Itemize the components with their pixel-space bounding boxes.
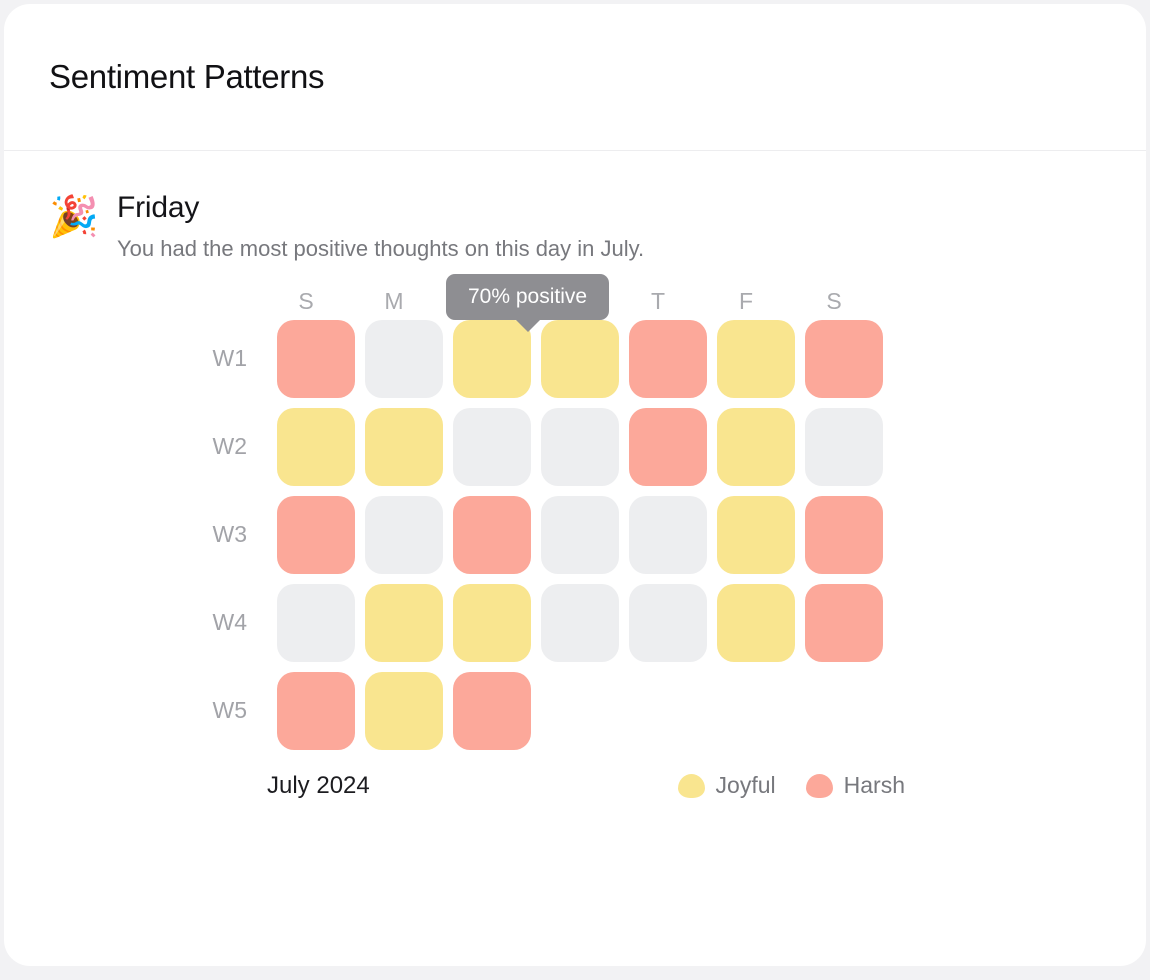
- week-label-4: W4: [212, 609, 248, 636]
- heatmap-cell-w3-d1[interactable]: [277, 495, 355, 574]
- heatmap-cell-w3-d6[interactable]: [717, 495, 795, 574]
- weekday-header-1: M: [384, 288, 404, 315]
- heatmap-cell-w4-d3[interactable]: [453, 583, 531, 662]
- heatmap-cell-w3-d3[interactable]: [453, 495, 531, 574]
- heatmap-cell-w1-d2[interactable]: [365, 319, 443, 398]
- heatmap-cell-w5-d2[interactable]: [365, 671, 443, 750]
- heatmap-cell-w3-d4[interactable]: [541, 495, 619, 574]
- legend-swatch-harsh-icon: [805, 773, 833, 798]
- heatmap-cell-w4-d4[interactable]: [541, 583, 619, 662]
- heatmap-cell-w2-d5[interactable]: [629, 407, 707, 486]
- heatmap-cell-w4-d1[interactable]: [277, 583, 355, 662]
- tooltip-label: 70% positive: [468, 284, 588, 308]
- weekday-header-row: SMTWTFS: [267, 284, 1101, 320]
- heatmap-week-row: W2: [159, 407, 1101, 486]
- heatmap-cell-w1-d7[interactable]: [805, 319, 883, 398]
- page-title: Sentiment Patterns: [49, 58, 325, 95]
- month-label: July 2024: [267, 771, 370, 799]
- heatmap-cell-w4-d7[interactable]: [805, 583, 883, 662]
- heatmap-cell-w1-d4[interactable]: [541, 319, 619, 398]
- heatmap-cell-w1-d5[interactable]: [629, 319, 707, 398]
- heatmap-cell-w4-d2[interactable]: [365, 583, 443, 662]
- highlight-day-label: Friday: [117, 191, 200, 224]
- heatmap-cell-w5-d6: [717, 672, 795, 750]
- highlight-text: Friday You had the most positive thought…: [117, 189, 644, 262]
- heatmap-tooltip: 70% positive: [446, 273, 610, 332]
- highlight-block: 🎉 Friday You had the most positive thoug…: [49, 189, 1101, 262]
- legend: Joyful Harsh: [677, 772, 905, 799]
- heatmap-cell-w1-d6[interactable]: [717, 319, 795, 398]
- week-label-3: W3: [212, 521, 248, 548]
- heatmap-week-row: W3: [159, 495, 1101, 574]
- legend-label-harsh: Harsh: [843, 772, 905, 799]
- week-label-1: W1: [212, 345, 248, 372]
- weekday-header-0: S: [298, 288, 314, 315]
- heatmap-cell-w5-d3[interactable]: [453, 671, 531, 750]
- heatmap-week-row: W5: [159, 671, 1101, 750]
- heatmap-cell-w1-d1[interactable]: [277, 319, 355, 398]
- week-label-2: W2: [212, 433, 248, 460]
- heatmap-cell-w3-d7[interactable]: [805, 495, 883, 574]
- heatmap-cell-w2-d2[interactable]: [365, 407, 443, 486]
- weekday-header-5: F: [738, 288, 754, 315]
- legend-item-harsh: Harsh: [805, 772, 905, 799]
- heatmap-cell-w5-d4: [541, 672, 619, 750]
- week-label-5: W5: [212, 697, 248, 724]
- tooltip-arrow-icon: [514, 318, 541, 332]
- heatmap-cell-w4-d6[interactable]: [717, 583, 795, 662]
- weekday-header-4: T: [650, 288, 666, 315]
- heatmap-cell-w3-d5[interactable]: [629, 495, 707, 574]
- heatmap-cell-w1-d3[interactable]: [453, 319, 531, 398]
- weekday-header-6: S: [826, 288, 842, 315]
- heatmap-cell-w4-d5[interactable]: [629, 583, 707, 662]
- heatmap-cell-w2-d7[interactable]: [805, 407, 883, 486]
- sentiment-patterns-card: Sentiment Patterns 🎉 Friday You had the …: [4, 4, 1146, 966]
- heatmap-cell-w2-d3[interactable]: [453, 407, 531, 486]
- card-body: 🎉 Friday You had the most positive thoug…: [4, 151, 1146, 800]
- heatmap-week-row: W1: [159, 319, 1101, 398]
- heatmap-footer: July 2024 Joyful Harsh: [267, 772, 905, 800]
- heatmap-grid: W1 W2 W3 W4 W5: [159, 319, 1101, 750]
- legend-label-joyful: Joyful: [715, 772, 776, 799]
- heatmap-cell-w2-d6[interactable]: [717, 407, 795, 486]
- heatmap-week-row: W4: [159, 583, 1101, 662]
- highlight-subtitle: You had the most positive thoughts on th…: [117, 235, 645, 261]
- legend-item-joyful: Joyful: [677, 772, 776, 799]
- heatmap-cell-w2-d1[interactable]: [277, 407, 355, 486]
- heatmap-cell-w2-d4[interactable]: [541, 407, 619, 486]
- heatmap-cell-w3-d2[interactable]: [365, 495, 443, 574]
- party-popper-icon: 🎉: [49, 195, 99, 239]
- legend-swatch-joyful-icon: [677, 773, 705, 798]
- heatmap-cell-w5-d5: [629, 672, 707, 750]
- card-header: Sentiment Patterns: [4, 4, 1146, 151]
- heatmap-cell-w5-d1[interactable]: [277, 671, 355, 750]
- heatmap-cell-w5-d7: [805, 672, 883, 750]
